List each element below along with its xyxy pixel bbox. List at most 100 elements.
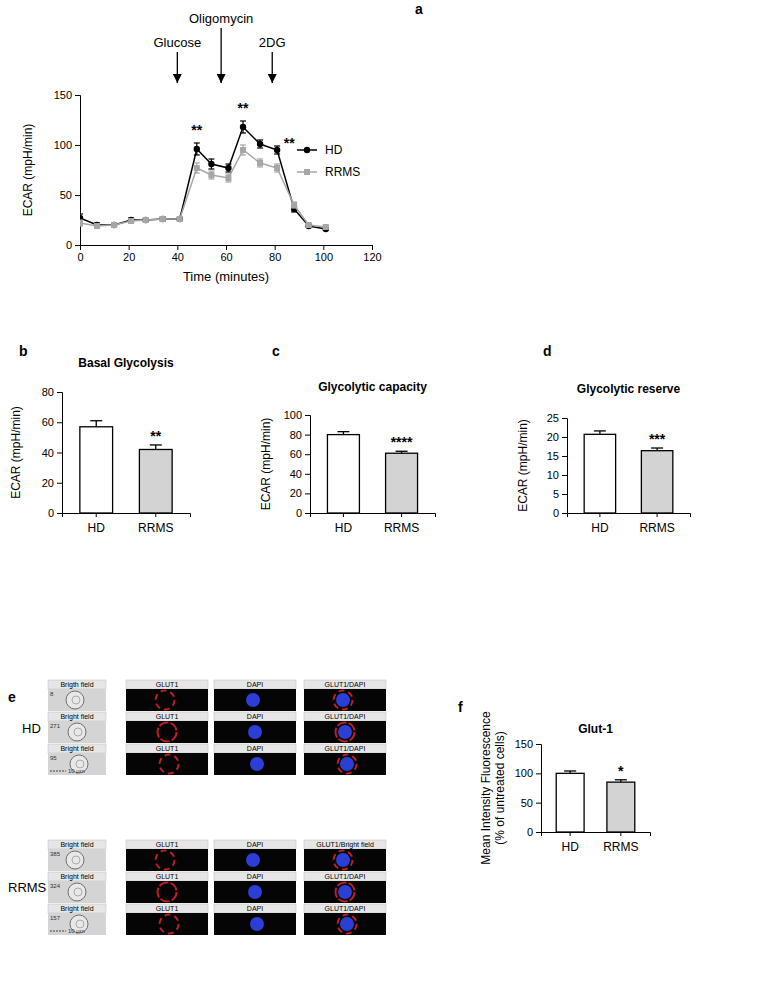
tick-label: 80 (269, 251, 281, 263)
header-strip (304, 744, 386, 753)
tick-label: 10 (547, 469, 559, 481)
tick: 150 (54, 89, 80, 101)
cell-dapi (336, 693, 350, 707)
tick-label: 150 (515, 738, 533, 750)
error-cap (274, 171, 280, 172)
tick-mark (562, 437, 567, 438)
marker (274, 165, 280, 171)
tick-label: 120 (363, 251, 381, 263)
tick: RRMS (639, 513, 674, 535)
tick: RRMS (384, 513, 419, 535)
tick-mark (599, 513, 600, 517)
error-bar (90, 421, 102, 427)
marker (94, 222, 100, 228)
tick-label: 100 (315, 251, 333, 263)
axis-line (305, 416, 311, 514)
error-bar (94, 224, 100, 228)
tick: 0 (296, 507, 310, 519)
marker (160, 216, 166, 222)
tick-label: 100 (54, 139, 72, 151)
annotation-text: Glucose (153, 35, 201, 50)
tick: 20 (547, 431, 567, 443)
header-text: GLUT1 (156, 873, 179, 880)
error-bar (337, 432, 349, 435)
error-bar (225, 174, 231, 182)
header-strip (48, 872, 106, 881)
tick: 60 (42, 416, 62, 428)
cell-dapi (340, 757, 354, 771)
error-bar (150, 445, 162, 450)
axis: 0510152025 (547, 412, 568, 519)
axis: HDRRMS (542, 832, 651, 854)
axis-title-line: Mean Intensity Fluorescence (479, 711, 493, 865)
axis-title: ECAR (mpH/min) (21, 124, 35, 217)
cell-nucleus (72, 856, 80, 864)
error-bar (274, 164, 280, 172)
tick-label: 0 (296, 507, 302, 519)
marker (240, 124, 246, 130)
tick-label: 40 (172, 251, 184, 263)
tick-label: RRMS (384, 521, 419, 535)
tick: RRMS (603, 832, 638, 854)
line (80, 127, 326, 229)
image-tile (214, 849, 296, 871)
marker (143, 217, 149, 223)
header-text: DAPI (247, 841, 263, 848)
tick-label: 80 (42, 386, 54, 398)
tick-label: 0 (77, 251, 83, 263)
bar-chart: bBasal Glycolysis020406080HDRRMSECAR (mp… (9, 343, 191, 535)
marker (274, 147, 280, 153)
header-strip (214, 840, 296, 849)
axis: 020406080 (42, 386, 63, 519)
error-cap (194, 142, 200, 143)
header-text: GLUT1 (156, 745, 179, 752)
axis: 050100150 (515, 738, 542, 838)
event-id: 157 (50, 915, 61, 921)
tick-label: 100 (515, 767, 533, 779)
tick-label: RRMS (138, 521, 173, 535)
tick-label: HD (335, 521, 353, 535)
image-row: Bright fieldGLUT1DAPIGLUT1/DAPI271 (48, 712, 386, 743)
tick-label: 40 (290, 468, 302, 480)
header-text: Bright field (60, 873, 93, 881)
tick: 0 (48, 507, 62, 519)
tick-label: 0 (48, 507, 54, 519)
header-strip (304, 872, 386, 881)
tick-label: 5 (553, 488, 559, 500)
tick-mark (57, 392, 62, 393)
header-text: GLUT1/DAPI (325, 681, 366, 688)
line-chart: a050100150020406080100120Time (minutes)E… (21, 1, 423, 284)
axis-line (81, 246, 373, 251)
tick-label: 20 (547, 431, 559, 443)
cell-dapi (336, 853, 350, 867)
image-tile (214, 913, 296, 935)
tick: 50 (60, 189, 80, 201)
tick-label: 0 (553, 507, 559, 519)
tick-mark (562, 513, 567, 514)
error-line (96, 421, 97, 427)
tick-mark (96, 513, 97, 517)
tick-mark (305, 415, 310, 416)
axis-title: Mean Intensity Fluorescence(% of untreat… (479, 711, 507, 865)
tick: 100 (315, 245, 333, 263)
bar (556, 773, 584, 832)
marker (160, 216, 166, 222)
image-tile (48, 849, 106, 871)
annotation-text: 2DG (259, 35, 286, 50)
axis-title: ECAR (mpH/min) (516, 419, 530, 512)
marker (128, 218, 134, 224)
error-bar (128, 219, 134, 223)
image-tile (126, 689, 208, 711)
tick-label: 20 (42, 477, 54, 489)
chart-title: Glut-1 (578, 722, 613, 736)
header-strip (126, 680, 208, 689)
header-text: GLUT1 (156, 713, 179, 720)
error-bar (80, 220, 83, 226)
tick-label: 25 (547, 412, 559, 424)
axis-line (57, 393, 63, 514)
error-cap (150, 444, 162, 445)
cell-glut1 (156, 691, 175, 710)
tick: 20 (290, 487, 310, 499)
scale-bar-label: 10 μm (68, 928, 85, 934)
header-text: Brigth field (60, 681, 93, 689)
